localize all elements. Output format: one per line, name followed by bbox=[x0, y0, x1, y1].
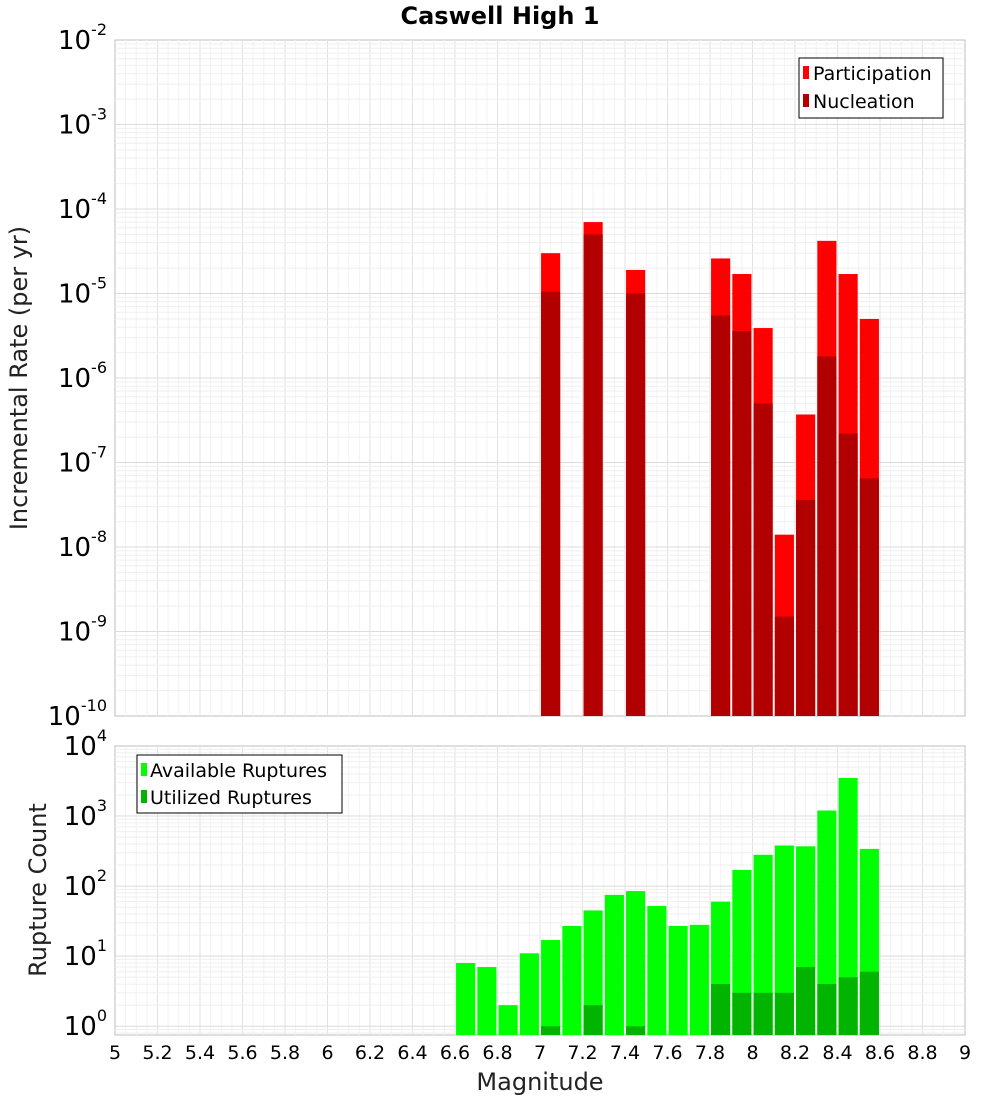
utilized-legend-swatch bbox=[141, 790, 147, 803]
utilized-ruptures-bar bbox=[796, 967, 816, 1035]
nucleation-bar bbox=[774, 616, 794, 716]
x-tick-label: 8 bbox=[746, 1042, 758, 1064]
rupture-y-tick-label: 100 bbox=[64, 1006, 107, 1042]
nucleation-bar bbox=[796, 499, 816, 716]
x-tick-label: 9 bbox=[959, 1042, 971, 1064]
rate-grid bbox=[115, 40, 965, 716]
nucleation-legend-swatch bbox=[803, 94, 809, 107]
available-legend-label: Available Ruptures bbox=[150, 760, 327, 782]
x-tick-label: 7.4 bbox=[610, 1042, 640, 1064]
x-axis-label: Magnitude bbox=[476, 1068, 603, 1096]
available-ruptures-bar bbox=[817, 810, 837, 1035]
available-ruptures-bar bbox=[456, 962, 476, 1035]
rate-y-ticks: 10-10 10-9 10-8 10-7 10-6 10-5 10-4 10-3 10-2 bbox=[48, 20, 107, 732]
x-tick-label: 6 bbox=[321, 1042, 333, 1064]
nucleation-bar bbox=[626, 293, 646, 716]
rupture-y-tick-label: 102 bbox=[64, 866, 107, 902]
x-tick-label: 7.2 bbox=[567, 1042, 597, 1064]
participation-legend-swatch bbox=[803, 66, 809, 79]
available-ruptures-bar bbox=[753, 854, 773, 1035]
rate-y-tick-label: 10-7 bbox=[58, 443, 107, 479]
available-ruptures-bar bbox=[562, 925, 582, 1035]
rate-bars bbox=[541, 222, 879, 717]
x-tick-label: 6.6 bbox=[440, 1042, 470, 1064]
rupture-y-tick-label: 103 bbox=[64, 796, 107, 832]
nucleation-bar bbox=[732, 330, 752, 716]
rupture-y-tick-label: 104 bbox=[64, 726, 107, 762]
utilized-ruptures-bar bbox=[817, 984, 837, 1035]
utilized-ruptures-bar bbox=[859, 971, 879, 1035]
nucleation-bar bbox=[859, 478, 879, 716]
utilized-ruptures-bar bbox=[583, 1005, 603, 1035]
x-tick-label: 8.6 bbox=[865, 1042, 895, 1064]
available-ruptures-bar bbox=[519, 953, 539, 1035]
x-tick-label: 8.8 bbox=[907, 1042, 937, 1064]
x-tick-label: 7.8 bbox=[695, 1042, 725, 1064]
rate-legend-box bbox=[798, 57, 944, 119]
x-tick-label: 6.8 bbox=[482, 1042, 512, 1064]
utilized-ruptures-bar bbox=[626, 1026, 646, 1035]
x-tick-label: 6.4 bbox=[397, 1042, 427, 1064]
rate-y-tick-label: 10-3 bbox=[58, 105, 107, 141]
rate-y-axis-label: Incremental Rate (per yr) bbox=[5, 226, 33, 530]
rupture-legend-box bbox=[136, 754, 343, 814]
x-tick-label: 7.6 bbox=[652, 1042, 682, 1064]
rate-y-tick-label: 10-9 bbox=[58, 612, 107, 648]
utilized-ruptures-bar bbox=[541, 1026, 561, 1035]
nucleation-bar bbox=[711, 315, 731, 716]
x-tick-label: 7 bbox=[534, 1042, 546, 1064]
rupture-bars bbox=[456, 777, 879, 1035]
x-ticks: 5 5.2 5.4 5.6 5.8 6 6.2 6.4 6.6 6.8 7 7.2 7.4 7.6 7.8 8… bbox=[109, 1042, 971, 1064]
available-legend-swatch bbox=[141, 763, 147, 776]
nucleation-bar bbox=[817, 356, 837, 716]
utilized-legend-label: Utilized Ruptures bbox=[150, 787, 312, 809]
rate-y-tick-label: 10-10 bbox=[48, 696, 107, 732]
x-tick-label: 5.2 bbox=[142, 1042, 172, 1064]
utilized-ruptures-bar bbox=[732, 992, 752, 1035]
rate-y-tick-label: 10-5 bbox=[58, 274, 107, 310]
x-tick-label: 8.2 bbox=[780, 1042, 810, 1064]
available-ruptures-bar bbox=[647, 906, 667, 1035]
available-ruptures-bar bbox=[541, 940, 561, 1035]
available-ruptures-bar bbox=[604, 894, 624, 1035]
rupture-y-ticks: 100 101 102 103 104 bbox=[64, 726, 107, 1042]
nucleation-bar bbox=[753, 403, 773, 716]
rate-y-tick-label: 10-2 bbox=[58, 20, 107, 56]
rate-legend: Participation Nucleation bbox=[798, 57, 944, 119]
nucleation-bar bbox=[541, 291, 561, 716]
x-tick-label: 5 bbox=[109, 1042, 121, 1064]
x-tick-label: 8.4 bbox=[822, 1042, 852, 1064]
rupture-legend: Available Ruptures Utilized Ruptures bbox=[136, 754, 343, 814]
available-ruptures-bar bbox=[838, 777, 858, 1035]
available-ruptures-bar bbox=[689, 924, 709, 1035]
rate-y-tick-label: 10-6 bbox=[58, 358, 107, 394]
nucleation-legend-label: Nucleation bbox=[813, 91, 915, 113]
nucleation-bar bbox=[838, 433, 858, 716]
utilized-ruptures-bar bbox=[753, 992, 773, 1035]
available-ruptures-bar bbox=[498, 1005, 518, 1035]
available-ruptures-bar bbox=[477, 967, 497, 1035]
rate-plot: 10-10 10-9 10-8 10-7 10-6 10-5 10-4 10-3 10-2 In… bbox=[5, 20, 966, 732]
rate-y-tick-label: 10-4 bbox=[58, 189, 107, 225]
utilized-ruptures-bar bbox=[711, 984, 731, 1035]
available-ruptures-bar bbox=[668, 925, 688, 1035]
x-tick-label: 5.8 bbox=[270, 1042, 300, 1064]
utilized-ruptures-bar bbox=[774, 992, 794, 1035]
rupture-y-axis-label: Rupture Count bbox=[24, 803, 52, 977]
x-tick-label: 6.2 bbox=[355, 1042, 385, 1064]
participation-legend-label: Participation bbox=[813, 63, 932, 85]
chart-title: Caswell High 1 bbox=[401, 2, 600, 30]
rupture-y-tick-label: 101 bbox=[64, 936, 107, 972]
nucleation-bar bbox=[583, 234, 603, 717]
x-tick-label: 5.4 bbox=[185, 1042, 215, 1064]
available-ruptures-bar bbox=[774, 845, 794, 1035]
available-ruptures-bar bbox=[583, 910, 603, 1035]
rate-y-tick-label: 10-8 bbox=[58, 527, 107, 563]
available-ruptures-bar bbox=[626, 891, 646, 1035]
x-tick-label: 5.6 bbox=[227, 1042, 257, 1064]
utilized-ruptures-bar bbox=[838, 977, 858, 1035]
rupture-plot: 100 101 102 103 104 5 5.2 5.4 5.6 5.8 6 6.2 6.4 6.6 6… bbox=[24, 726, 971, 1096]
